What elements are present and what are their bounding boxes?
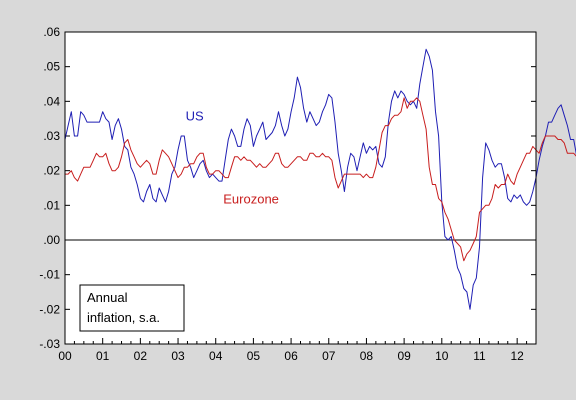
x-tick-label: 07 bbox=[322, 349, 336, 363]
y-tick-label: .05 bbox=[43, 60, 60, 74]
y-tick-label: .01 bbox=[43, 198, 60, 212]
x-tick-label: 08 bbox=[360, 349, 374, 363]
y-tick-label: .06 bbox=[43, 25, 60, 39]
x-tick-label: 06 bbox=[284, 349, 298, 363]
x-tick-label: 00 bbox=[58, 349, 72, 363]
x-tick-label: 12 bbox=[510, 349, 524, 363]
plot-border bbox=[64, 31, 537, 345]
x-tick-label: 03 bbox=[171, 349, 185, 363]
series-label-eurozone: Eurozone bbox=[223, 192, 279, 207]
x-axis: 00 01 02 03 04 05 06 07 08 09 10 11 12 bbox=[58, 338, 528, 363]
x-tick-label: 11 bbox=[473, 349, 486, 363]
y-tick-label: -.03 bbox=[39, 337, 60, 351]
x-tick-label: 01 bbox=[96, 349, 110, 363]
note-box-frame bbox=[79, 284, 185, 332]
y-tick-label: .00 bbox=[43, 233, 60, 247]
y-axis: .06 .05 .04 .03 .02 .01 .00 -.01 -.02 -.03 bbox=[39, 25, 536, 351]
y-tick-label: .02 bbox=[43, 164, 60, 178]
x-tick-label: 10 bbox=[435, 349, 449, 363]
note-box: Annual inflation, s.a. bbox=[79, 284, 185, 332]
note-line-1: Annual bbox=[87, 290, 128, 305]
y-tick-label: .03 bbox=[43, 129, 60, 143]
y-tick-label: .04 bbox=[43, 94, 60, 108]
series-layer: US Eurozone bbox=[64, 48, 576, 310]
x-tick-label: 05 bbox=[247, 349, 261, 363]
series-label-us: US bbox=[186, 108, 204, 123]
note-line-2: inflation, s.a. bbox=[87, 310, 160, 325]
y-tick-label: -.02 bbox=[39, 302, 60, 316]
y-tick-label: -.01 bbox=[39, 268, 60, 282]
x-tick-label: 09 bbox=[397, 349, 411, 363]
x-tick-label: 04 bbox=[209, 349, 223, 363]
x-tick-label: 02 bbox=[134, 349, 148, 363]
series-line-eurozone bbox=[65, 97, 576, 262]
series-line-us bbox=[64, 48, 576, 310]
